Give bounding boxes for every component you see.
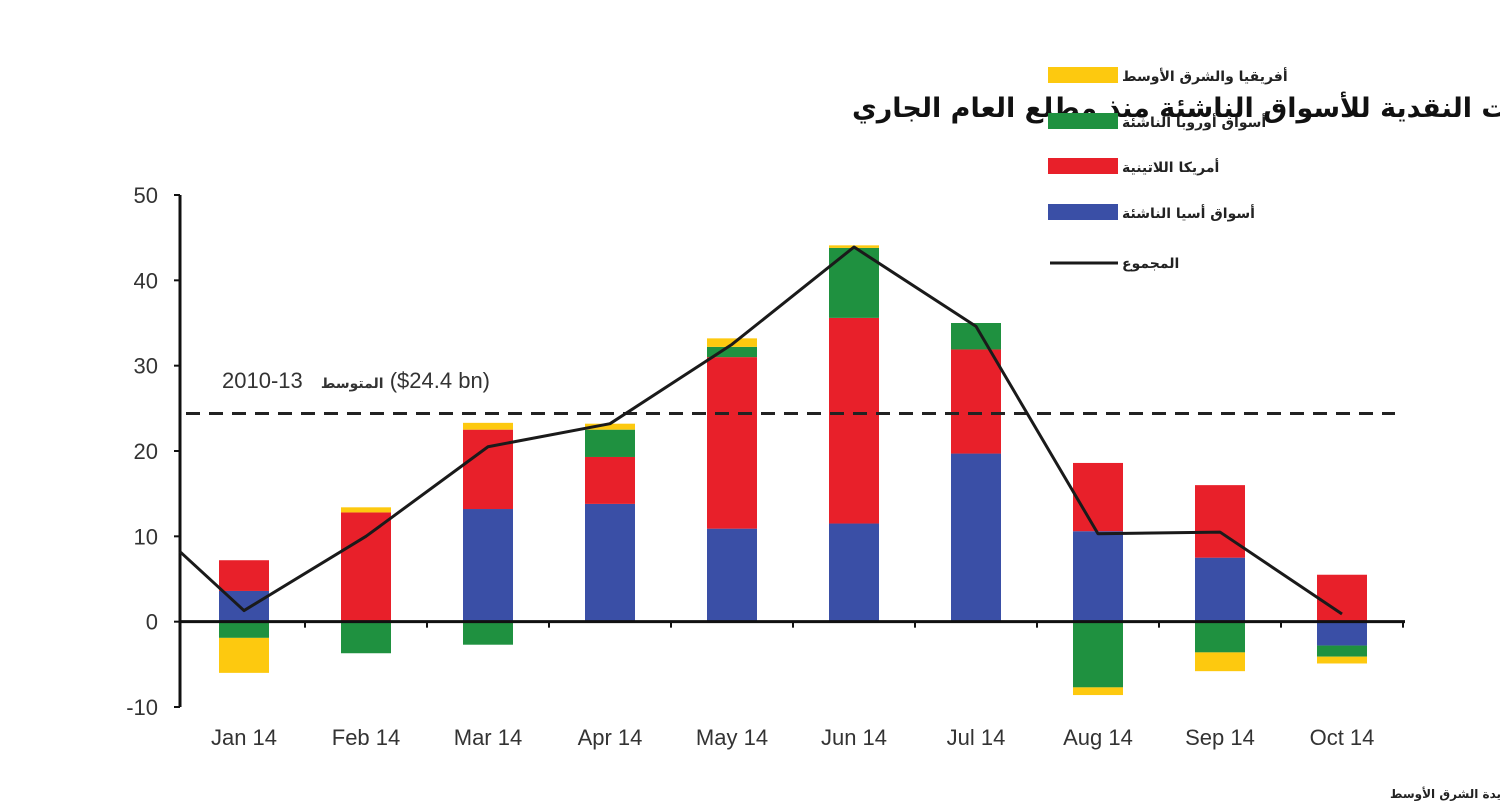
bar-segment	[1195, 652, 1245, 672]
bar-stack	[1317, 574, 1367, 664]
bar-stack	[219, 560, 269, 673]
legend-swatch	[1048, 113, 1118, 129]
reference-line-group: 2010-13 المتوسط ($24.4 bn)	[186, 368, 1395, 415]
bar-segment	[707, 357, 757, 529]
legend-label: المجموع	[1122, 256, 1179, 272]
bar-segment	[219, 621, 269, 638]
bar-segment	[951, 349, 1001, 454]
bar-segment	[1317, 656, 1367, 664]
bar-segment	[585, 456, 635, 504]
bar-stack	[951, 323, 1001, 622]
x-tick-label: Jun 14	[821, 725, 887, 750]
bar-segment	[219, 637, 269, 673]
source-note: المصدر : صندوق النقد الدولي، معهد الصيرف…	[1390, 786, 1500, 802]
bars-layer	[219, 245, 1367, 696]
bar-segment	[1195, 485, 1245, 558]
legend-label: أسواق أسيا الناشئة	[1122, 204, 1255, 222]
legend-swatch	[1048, 67, 1118, 83]
bar-stack	[1195, 485, 1245, 672]
bar-segment	[341, 507, 391, 513]
bar-segment	[585, 429, 635, 457]
bar-segment	[463, 422, 513, 430]
bar-stack	[463, 422, 513, 645]
reference-line-label: 2010-13 المتوسط ($24.4 bn)	[222, 368, 490, 393]
legend-label: أمريكا اللاتينية	[1122, 158, 1219, 176]
bar-segment	[585, 423, 635, 430]
x-tick-label: Mar 14	[454, 725, 522, 750]
x-tick-label: Jul 14	[947, 725, 1006, 750]
legend-item: المجموع	[1050, 256, 1179, 272]
x-tick-label: Apr 14	[578, 725, 643, 750]
bar-segment	[341, 512, 391, 622]
y-tick-label: 50	[134, 183, 158, 208]
reference-line-period: 2010-13	[222, 368, 303, 393]
bar-segment	[341, 621, 391, 654]
bar-stack	[1073, 462, 1123, 696]
bar-stack	[585, 423, 635, 622]
x-tick-label: May 14	[696, 725, 768, 750]
legend: أفريقيا والشرق الأوسط أسواق أوروبا الناشئ…	[1048, 67, 1288, 272]
x-tick-label: Feb 14	[332, 725, 401, 750]
bar-segment	[1073, 687, 1123, 696]
total-line-layer	[178, 245, 1343, 616]
y-tick-label: 40	[134, 268, 158, 293]
reference-line-value: ($24.4 bn)	[390, 368, 490, 393]
total-line	[178, 245, 1343, 616]
bar-segment	[1317, 645, 1367, 657]
bar-segment	[1073, 531, 1123, 622]
legend-label: أفريقيا والشرق الأوسط	[1122, 67, 1288, 85]
reference-line-word: المتوسط	[321, 376, 384, 392]
x-tick-label: Oct 14	[1310, 725, 1375, 750]
bar-segment	[1195, 621, 1245, 653]
y-tick-label: 30	[134, 354, 158, 379]
y-tick-label: 0	[146, 610, 158, 635]
legend-swatch	[1048, 158, 1118, 174]
legend-item: أمريكا اللاتينية	[1048, 158, 1219, 176]
bar-stack	[707, 338, 757, 622]
bar-segment	[829, 523, 879, 622]
bar-segment	[1195, 557, 1245, 622]
bar-segment	[829, 317, 879, 524]
y-tick-label: 10	[134, 524, 158, 549]
bar-segment	[219, 560, 269, 591]
bar-segment	[707, 346, 757, 358]
legend-item: أفريقيا والشرق الأوسط	[1048, 67, 1288, 85]
bar-segment	[707, 528, 757, 622]
bar-segment	[463, 621, 513, 645]
x-tick-label: Aug 14	[1063, 725, 1133, 750]
bar-segment	[463, 429, 513, 510]
bar-stack	[829, 245, 879, 622]
bar-segment	[1073, 462, 1123, 532]
bar-segment	[1317, 621, 1367, 646]
bar-segment	[463, 509, 513, 622]
bar-segment	[1073, 621, 1123, 688]
bar-stack	[341, 507, 391, 654]
axes: -10 0 10 20 30 40 50 Jan 14 Feb 14 Mar 14 Apr 14 Ma…	[126, 183, 1405, 750]
x-tick-label: Sep 14	[1185, 725, 1255, 750]
y-tick-label: 20	[134, 439, 158, 464]
legend-item: أسواق أسيا الناشئة	[1048, 204, 1255, 222]
bar-segment	[585, 503, 635, 622]
bar-segment	[1317, 574, 1367, 622]
x-tick-label: Jan 14	[211, 725, 277, 750]
legend-label: أسواق أوروبا الناشئة	[1122, 113, 1266, 131]
y-tick-label: -10	[126, 695, 158, 720]
legend-item: أسواق أوروبا الناشئة	[1048, 113, 1266, 131]
legend-swatch	[1048, 204, 1118, 220]
chart-title: حركة التدفقات النقدية للأسواق الناشئة من…	[852, 91, 1500, 124]
bar-segment	[951, 453, 1001, 622]
